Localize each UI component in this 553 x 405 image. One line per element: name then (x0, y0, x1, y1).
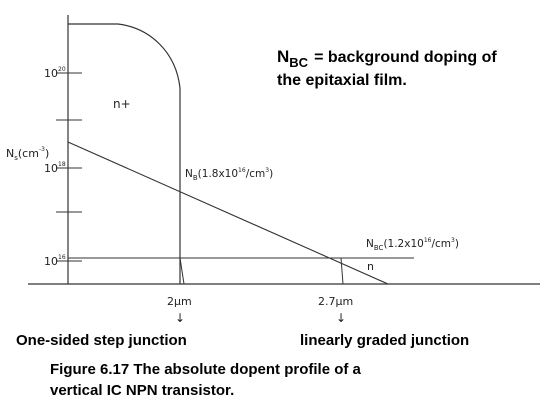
junction2-mark (340, 257, 344, 285)
nbc-definition-line1: NBC = background doping of (277, 47, 497, 70)
nb-label: NB(1.8x1016/cm3) (185, 167, 273, 182)
arrow-down-icon: ↓ (175, 311, 185, 325)
tick-label-1e20: 1020 (44, 66, 66, 80)
nbc-definition-line2: the epitaxial film. (277, 72, 407, 89)
n-plus-label: n+ (113, 97, 131, 111)
junction2-label: linearly graded junction (300, 332, 469, 349)
n-plus-profile-curve (68, 23, 181, 284)
junction1-label: One-sided step junction (16, 332, 187, 349)
y-axis-label: Ns(cm-3) (6, 146, 49, 162)
tick-label-1e16: 1016 (44, 254, 66, 268)
depth-label-2-7um: 2.7µm (318, 295, 353, 308)
junction1-mark (179, 257, 185, 285)
depth-label-2um: 2µm (167, 295, 192, 308)
n-region-label: n (367, 260, 374, 273)
base-profile-line (67, 141, 389, 285)
figure-caption-line2: vertical IC NPN transistor. (50, 382, 234, 399)
nbc-label: NBC(1.2x1016/cm3) (366, 237, 459, 252)
arrow-down-icon: ↓ (336, 311, 346, 325)
tick-label-1e18: 1018 (44, 161, 66, 175)
figure-caption-line1: Figure 6.17 The absolute dopent profile … (50, 361, 362, 378)
